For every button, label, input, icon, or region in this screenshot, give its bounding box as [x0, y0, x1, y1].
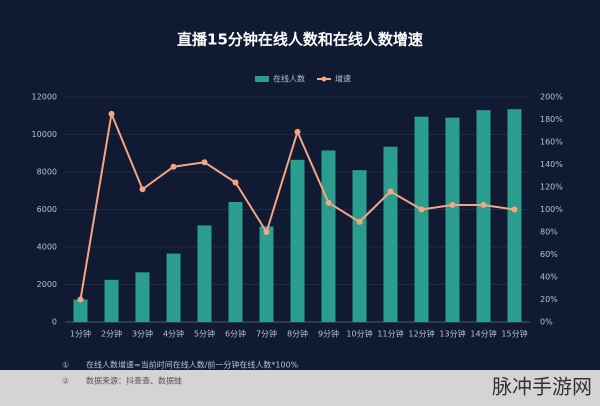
bar	[197, 225, 212, 322]
y-tick-label: 8000	[37, 168, 57, 177]
bar	[321, 150, 336, 322]
y-tick-label: 4000	[37, 243, 57, 252]
x-tick-label: 8分钟	[287, 329, 308, 339]
line-point	[108, 110, 115, 117]
bar	[352, 170, 367, 322]
y2-tick-label: 40%	[540, 273, 558, 282]
bar	[228, 202, 243, 322]
note-marker: ②	[62, 377, 69, 386]
bar	[73, 299, 88, 322]
y2-tick-label: 100%	[540, 205, 563, 214]
y-tick-label: 6000	[37, 205, 57, 214]
x-tick-label: 2分钟	[101, 329, 122, 339]
x-tick-label: 10分钟	[346, 329, 372, 339]
bottom-band	[0, 370, 600, 406]
x-tick-label: 9分钟	[318, 329, 339, 339]
line-point	[139, 186, 146, 193]
y2-tick-label: 180%	[540, 115, 563, 124]
y-tick-label: 10000	[32, 130, 57, 139]
line-point	[170, 163, 177, 170]
legend-label: 增速	[335, 74, 351, 84]
watermark: 脉冲手游网	[492, 375, 592, 399]
line-point	[449, 202, 456, 208]
bar	[507, 109, 522, 322]
chart-title: 直播15分钟在线人数和在线人数增速	[177, 31, 423, 49]
line-point	[325, 199, 332, 206]
bar	[135, 272, 150, 322]
x-tick-label: 6分钟	[225, 329, 246, 339]
bar	[414, 116, 429, 322]
x-tick-label: 5分钟	[194, 329, 215, 339]
bar	[259, 226, 274, 322]
line-point	[480, 202, 487, 208]
bar	[104, 279, 119, 322]
x-tick-label: 3分钟	[132, 329, 153, 339]
bar	[476, 110, 491, 322]
x-tick-label: 12分钟	[408, 329, 434, 339]
line-point	[511, 206, 518, 213]
legend-swatch	[321, 76, 327, 82]
y2-tick-label: 0%	[540, 318, 553, 327]
line-point	[263, 229, 270, 235]
bar	[383, 146, 398, 322]
note-text: 数据来源：抖查查、数据蛙	[86, 376, 182, 386]
x-tick-label: 15分钟	[501, 329, 527, 339]
y2-tick-label: 140%	[540, 160, 563, 169]
x-tick-label: 4分钟	[163, 329, 184, 339]
x-tick-label: 13分钟	[439, 329, 465, 339]
y2-tick-label: 200%	[540, 93, 563, 102]
line-point	[77, 296, 84, 303]
legend-swatch	[255, 76, 269, 82]
x-tick-label: 14分钟	[470, 329, 496, 339]
y2-tick-label: 160%	[540, 138, 563, 147]
y2-tick-label: 60%	[540, 250, 558, 259]
y2-tick-label: 80%	[540, 228, 558, 237]
bar	[290, 159, 305, 322]
note-marker: ①	[62, 361, 69, 370]
bar	[166, 253, 181, 322]
y2-tick-label: 20%	[540, 295, 558, 304]
x-tick-label: 7分钟	[256, 329, 277, 339]
y-tick-label: 0	[52, 318, 57, 327]
line-point	[201, 159, 208, 166]
line-point	[387, 188, 394, 195]
y-tick-label: 12000	[32, 93, 57, 102]
line-point	[356, 218, 363, 225]
y2-tick-label: 120%	[540, 183, 563, 192]
line-point	[418, 206, 425, 213]
line-point	[294, 128, 301, 135]
note-text: 在线人数增速=当前时间在线人数/前一分钟在线人数*100%	[86, 360, 299, 370]
bar	[445, 117, 460, 322]
x-tick-label: 11分钟	[377, 329, 403, 339]
line-point	[232, 179, 239, 186]
legend-label: 在线人数	[273, 74, 305, 84]
x-tick-label: 1分钟	[70, 329, 91, 339]
y-tick-label: 2000	[37, 280, 57, 289]
